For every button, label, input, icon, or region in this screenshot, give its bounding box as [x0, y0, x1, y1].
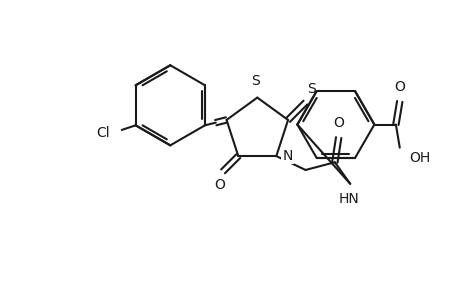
Text: O: O [213, 178, 224, 191]
Text: O: O [332, 116, 343, 130]
Text: O: O [393, 80, 404, 94]
Text: S: S [251, 74, 260, 88]
Text: S: S [307, 82, 315, 96]
Text: Cl: Cl [96, 126, 110, 140]
Text: OH: OH [408, 152, 429, 166]
Text: HN: HN [337, 191, 358, 206]
Text: N: N [282, 149, 292, 163]
